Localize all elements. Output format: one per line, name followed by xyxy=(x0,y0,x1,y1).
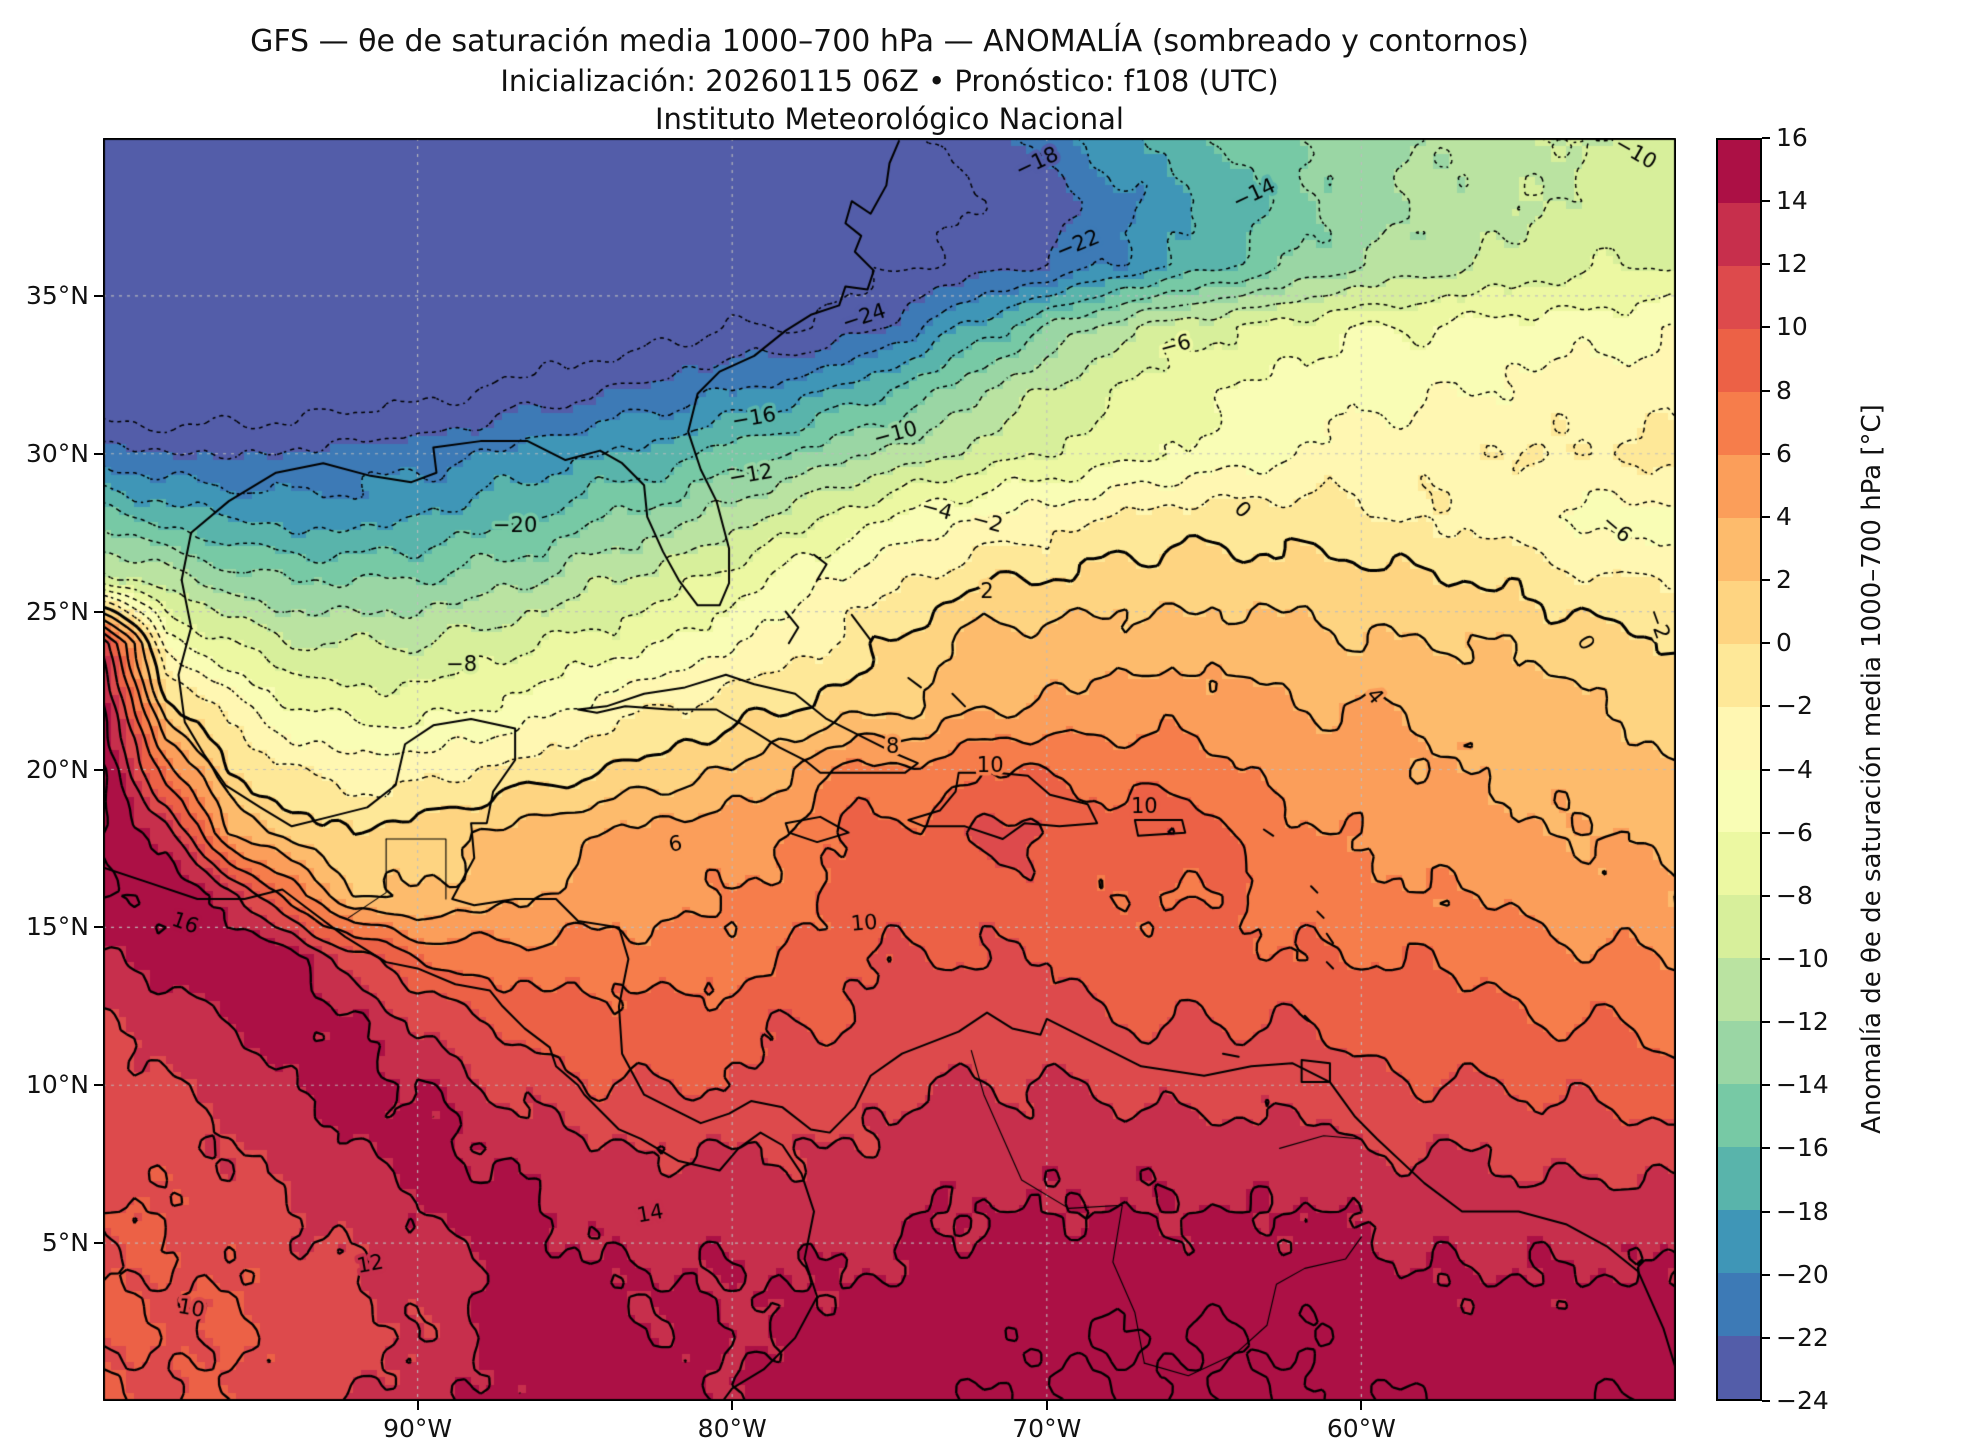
colorbar-segment xyxy=(1718,140,1760,203)
y-tick-label: 35°N xyxy=(25,280,89,310)
chart-institution: Instituto Meteorológico Nacional xyxy=(655,102,1124,136)
x-tick-label: 80°W xyxy=(697,1414,767,1440)
y-tick-label: 15°N xyxy=(25,912,89,942)
y-tick-label: 20°N xyxy=(25,754,89,784)
colorbar-tick-mark xyxy=(1762,1210,1770,1213)
colorbar-tick-label: −24 xyxy=(1776,1386,1829,1415)
colorbar-tick-label: −14 xyxy=(1776,1070,1829,1100)
colorbar-tick-mark xyxy=(1762,389,1770,392)
colorbar-segment xyxy=(1718,1210,1760,1274)
anomaly-map-canvas xyxy=(103,138,1676,1401)
colorbar-tick-mark xyxy=(1762,515,1770,518)
colorbar-tick-mark xyxy=(1762,957,1770,960)
y-tick-mark xyxy=(94,926,103,929)
colorbar-tick-mark xyxy=(1762,1021,1770,1024)
y-tick-label: 10°N xyxy=(25,1070,89,1100)
colorbar-segment xyxy=(1718,1084,1760,1148)
colorbar-tick-label: −6 xyxy=(1776,817,1813,847)
colorbar-tick-label: 12 xyxy=(1776,249,1808,279)
colorbar-segment xyxy=(1718,1147,1760,1211)
colorbar-tick-mark xyxy=(1762,1400,1770,1402)
colorbar-tick-mark xyxy=(1762,1147,1770,1150)
colorbar-tick-mark xyxy=(1762,326,1770,329)
y-tick-mark xyxy=(94,610,103,613)
colorbar-tick-mark xyxy=(1762,1273,1770,1276)
colorbar-segment xyxy=(1718,1021,1760,1085)
colorbar-tick-mark xyxy=(1762,579,1770,582)
colorbar-tick-label: −8 xyxy=(1776,880,1813,910)
colorbar-label: Anomalía de θe de saturación media 1000–… xyxy=(1857,404,1887,1134)
x-tick-mark xyxy=(731,1401,734,1410)
colorbar-tick-label: 0 xyxy=(1776,628,1792,658)
colorbar-tick-mark xyxy=(1762,1084,1770,1087)
colorbar-segment xyxy=(1718,769,1760,833)
colorbar-segment xyxy=(1718,706,1760,770)
colorbar-tick-mark xyxy=(1762,137,1770,139)
colorbar-tick-label: 10 xyxy=(1776,312,1808,342)
x-tick-mark xyxy=(1045,1401,1048,1410)
y-tick-mark xyxy=(94,452,103,455)
colorbar xyxy=(1716,138,1762,1401)
colorbar-tick-label: −20 xyxy=(1776,1259,1829,1289)
colorbar-tick-mark xyxy=(1762,263,1770,266)
colorbar-tick-label: 4 xyxy=(1776,501,1792,531)
colorbar-segment xyxy=(1718,643,1760,707)
colorbar-tick-label: −12 xyxy=(1776,1007,1829,1037)
y-tick-mark xyxy=(94,294,103,297)
y-tick-mark xyxy=(94,1084,103,1087)
colorbar-tick-mark xyxy=(1762,452,1770,455)
colorbar-tick-label: −10 xyxy=(1776,943,1829,973)
colorbar-tick-label: 2 xyxy=(1776,565,1792,595)
colorbar-tick-mark xyxy=(1762,894,1770,897)
colorbar-segment xyxy=(1718,1273,1760,1337)
colorbar-tick-label: 6 xyxy=(1776,438,1792,468)
colorbar-tick-label: 16 xyxy=(1776,123,1808,152)
colorbar-tick-label: −4 xyxy=(1776,754,1813,784)
colorbar-segment xyxy=(1718,391,1760,455)
colorbar-segment xyxy=(1718,895,1760,959)
y-tick-mark xyxy=(94,1242,103,1245)
x-tick-mark xyxy=(416,1401,419,1410)
colorbar-tick-label: −2 xyxy=(1776,691,1813,721)
colorbar-tick-label: 14 xyxy=(1776,186,1808,216)
figure-titles: GFS — θe de saturación media 1000–700 hP… xyxy=(103,22,1676,138)
x-tick-label: 60°W xyxy=(1326,1414,1396,1440)
colorbar-tick-mark xyxy=(1762,1336,1770,1339)
colorbar-segment xyxy=(1718,832,1760,896)
x-tick-label: 90°W xyxy=(383,1414,453,1440)
y-tick-label: 25°N xyxy=(25,596,89,626)
chart-title: GFS — θe de saturación media 1000–700 hP… xyxy=(250,24,1529,59)
colorbar-tick-mark xyxy=(1762,831,1770,834)
colorbar-segment xyxy=(1718,454,1760,518)
colorbar-tick-mark xyxy=(1762,768,1770,771)
colorbar-segment xyxy=(1718,202,1760,266)
colorbar-tick-label: −16 xyxy=(1776,1133,1829,1163)
chart-subtitle: Inicialización: 20260115 06Z • Pronóstic… xyxy=(500,64,1279,98)
colorbar-tick-label: 8 xyxy=(1776,375,1792,405)
colorbar-segment xyxy=(1718,1336,1760,1400)
colorbar-tick-mark xyxy=(1762,642,1770,645)
colorbar-segment xyxy=(1718,580,1760,644)
colorbar-segment xyxy=(1718,265,1760,329)
colorbar-tick-label: −18 xyxy=(1776,1196,1829,1226)
map-area xyxy=(103,138,1676,1401)
y-tick-label: 5°N xyxy=(41,1228,89,1258)
colorbar-segment xyxy=(1718,958,1760,1022)
colorbar-segment xyxy=(1718,328,1760,392)
y-tick-label: 30°N xyxy=(25,438,89,468)
x-tick-label: 70°W xyxy=(1012,1414,1082,1440)
colorbar-tick-mark xyxy=(1762,705,1770,708)
colorbar-segment xyxy=(1718,517,1760,581)
colorbar-tick-label: −22 xyxy=(1776,1322,1829,1352)
y-tick-mark xyxy=(94,768,103,771)
x-tick-mark xyxy=(1360,1401,1363,1410)
colorbar-tick-mark xyxy=(1762,200,1770,203)
